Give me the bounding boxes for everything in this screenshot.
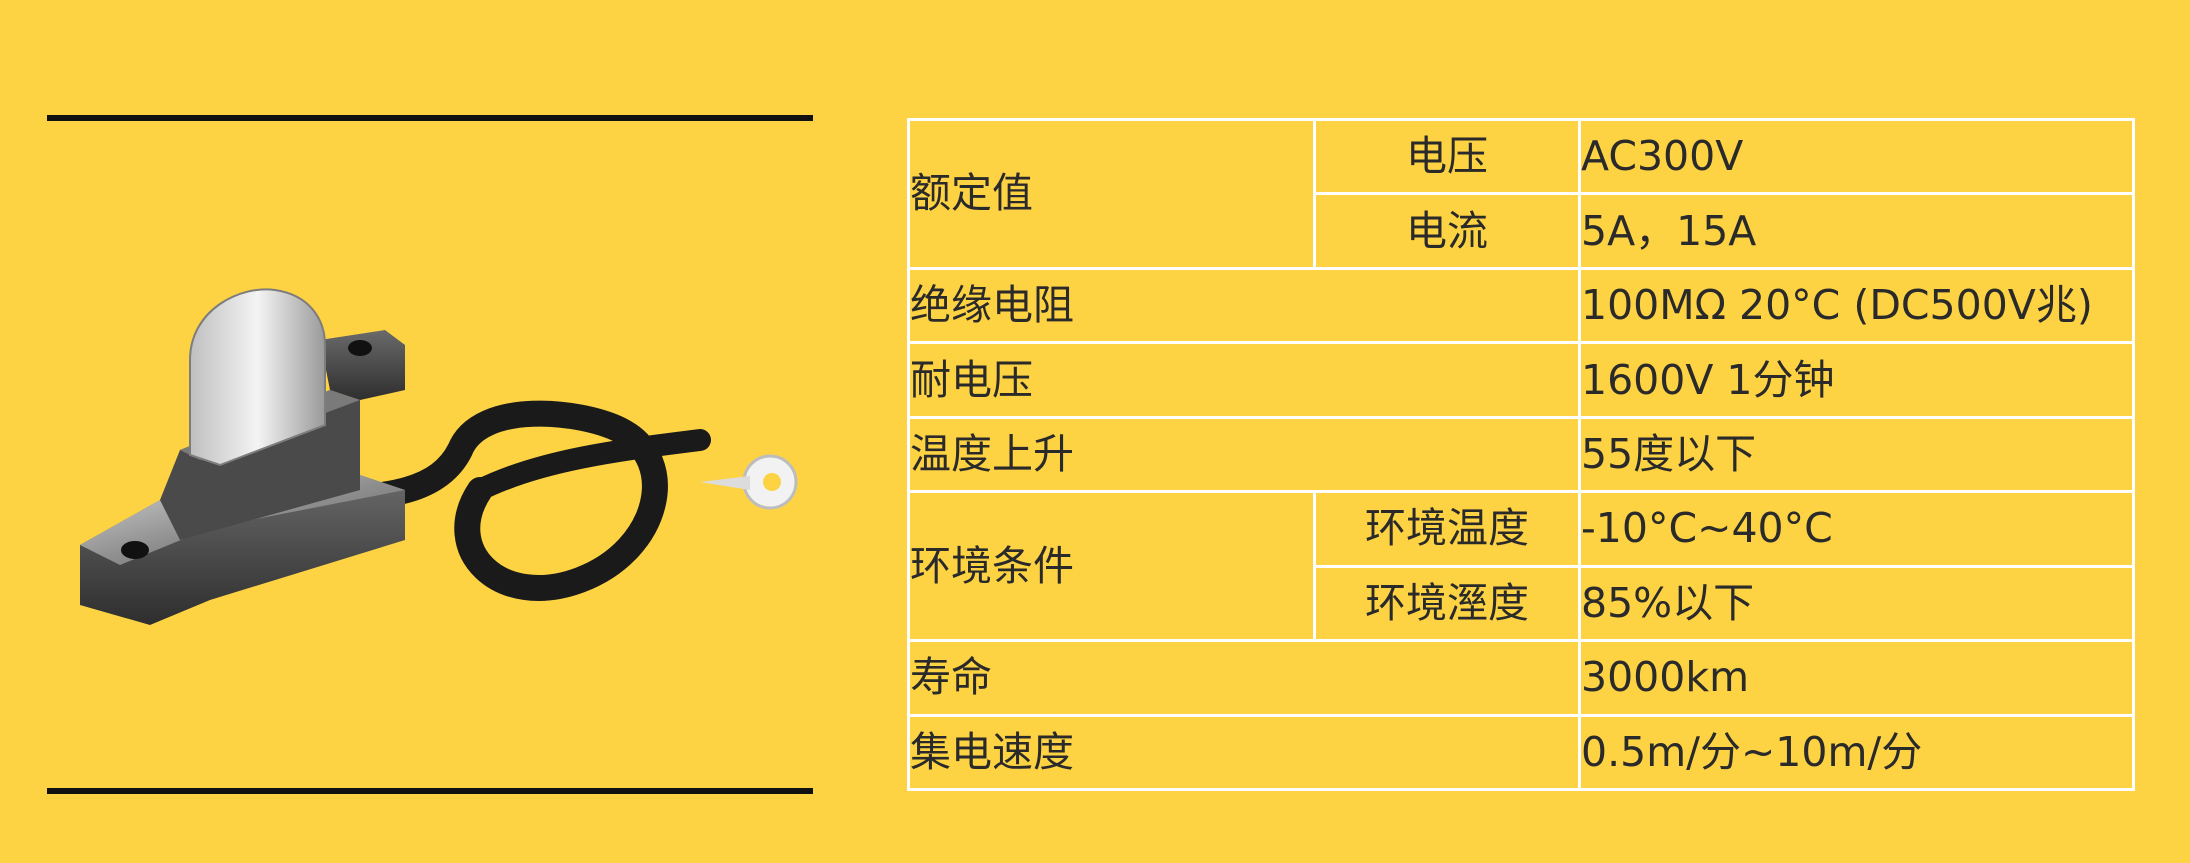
withstand-voltage-value: 1600V 1分钟 bbox=[1578, 341, 2135, 419]
table-row: 耐电压 1600V 1分钟 bbox=[907, 341, 2135, 419]
table-row: 额定值 电压 AC300V bbox=[907, 117, 2135, 270]
voltage-label: 电压 bbox=[1313, 117, 1581, 196]
rated-value-label: 额定值 bbox=[907, 118, 1316, 270]
spec-table: 额定值 电压 AC300V 电流 5A，15A 绝缘电阻 100MΩ 20°C … bbox=[907, 117, 2135, 791]
table-row: 寿命 3000km bbox=[907, 639, 2135, 717]
bottom-divider bbox=[47, 788, 813, 794]
collection-speed-value: 0.5m/分~10m/分 bbox=[1578, 713, 2135, 791]
ambient-humidity-value: 85%以下 bbox=[1578, 564, 2135, 643]
table-row: 环境溼度 85%以下 bbox=[909, 564, 2135, 643]
withstand-voltage-label: 耐电压 bbox=[907, 341, 1581, 419]
table-row: 温度上升 55度以下 bbox=[907, 415, 2135, 494]
ambient-temperature-value: -10°C~40°C bbox=[1578, 490, 2135, 568]
table-row: 集电速度 0.5m/分~10m/分 bbox=[907, 713, 2135, 791]
collection-speed-label: 集电速度 bbox=[907, 713, 1581, 791]
temperature-rise-label: 温度上升 bbox=[907, 415, 1581, 494]
table-row: 环境条件 环境温度 -10°C~40°C bbox=[907, 490, 2135, 643]
lifespan-label: 寿命 bbox=[907, 639, 1581, 717]
current-label: 电流 bbox=[1313, 192, 1581, 270]
current-value: 5A，15A bbox=[1578, 192, 2135, 270]
top-divider bbox=[47, 115, 813, 121]
ambient-temperature-label: 环境温度 bbox=[1313, 490, 1581, 568]
environment-label: 环境条件 bbox=[907, 490, 1316, 643]
temperature-rise-value: 55度以下 bbox=[1578, 415, 2135, 494]
lifespan-value: 3000km bbox=[1578, 639, 2135, 717]
ambient-humidity-label: 环境溼度 bbox=[1313, 564, 1581, 643]
carbon-brush-collector-icon bbox=[80, 288, 798, 625]
voltage-value: AC300V bbox=[1578, 117, 2135, 196]
table-row: 绝缘电阻 100MΩ 20°C (DC500V兆) bbox=[907, 266, 2135, 345]
insulation-resistance-value: 100MΩ 20°C (DC500V兆) bbox=[1578, 266, 2135, 345]
table-row: 电流 5A，15A bbox=[909, 192, 2135, 270]
insulation-resistance-label: 绝缘电阻 bbox=[907, 266, 1581, 345]
